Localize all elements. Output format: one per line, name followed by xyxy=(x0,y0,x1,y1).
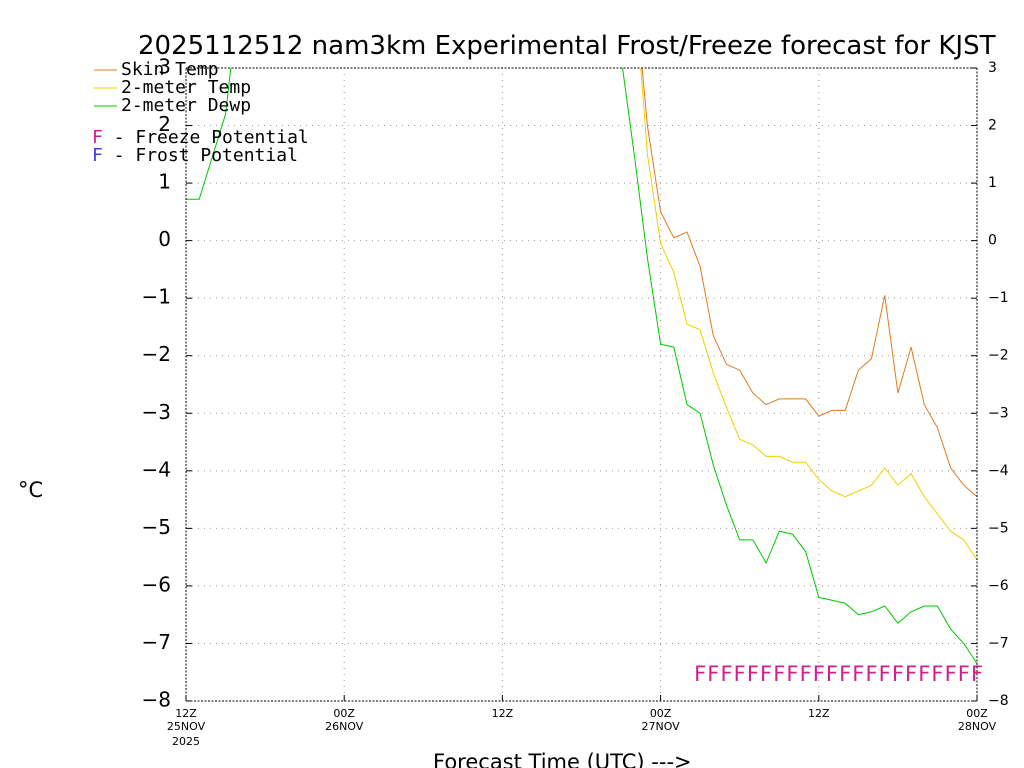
freeze-potential-mark: F xyxy=(720,662,732,686)
y-tick-label-left: −8 xyxy=(142,688,171,712)
y-tick-label-right: −3 xyxy=(988,405,1009,421)
y-tick-label-left: −2 xyxy=(142,342,171,366)
plot-frame xyxy=(185,67,978,702)
freeze-potential-mark: F xyxy=(839,662,851,686)
y-tick-label-right: −1 xyxy=(988,290,1009,306)
y-tick-label-right: −7 xyxy=(988,635,1009,651)
freeze-potential-mark: F xyxy=(773,662,785,686)
y-tick-label-right: −5 xyxy=(988,520,1009,536)
freeze-potential-mark: F xyxy=(707,662,719,686)
potential-marker: F xyxy=(92,127,103,148)
y-tick-label-left: 0 xyxy=(158,227,171,251)
x-tick-label-hour: 12Z xyxy=(492,707,514,720)
freeze-potential-mark: F xyxy=(945,662,957,686)
x-tick-label-hour: 00Z xyxy=(333,707,355,720)
x-axis-label: Forecast Time (UTC) ---> xyxy=(433,750,692,768)
freeze-potential-mark: F xyxy=(958,662,970,686)
legend-label: Skin Temp xyxy=(121,59,219,80)
freeze-potential-mark: F xyxy=(826,662,838,686)
y-tick-label-left: 3 xyxy=(158,55,171,79)
y-tick-label-left: −6 xyxy=(142,572,171,596)
series-2-meter-dewp-line xyxy=(186,68,977,664)
freeze-potential-mark: F xyxy=(747,662,759,686)
potential-label: - Frost Potential xyxy=(103,145,298,166)
potential-legend-item: F - Frost Potential xyxy=(92,145,298,166)
freeze-potential-mark: F xyxy=(800,662,812,686)
potential-marker: F xyxy=(92,145,103,166)
y-tick-label-right: 1 xyxy=(988,175,997,191)
y-tick-label-right: 3 xyxy=(988,60,997,76)
x-tick-label-date: 27NOV xyxy=(641,720,680,733)
freeze-potential-mark: F xyxy=(918,662,930,686)
y-tick-label-right: 0 xyxy=(988,233,997,249)
freeze-potential-mark: F xyxy=(865,662,877,686)
freeze-potential-mark: F xyxy=(879,662,891,686)
y-tick-label-left: 1 xyxy=(158,170,171,194)
freeze-potential-mark: F xyxy=(734,662,746,686)
x-tick-label-year: 2025 xyxy=(172,735,200,748)
y-axis-label: °C xyxy=(18,478,43,502)
x-tick-label-hour: 12Z xyxy=(175,707,197,720)
y-tick-label-right: −6 xyxy=(988,578,1009,594)
potential-legend-item: F - Freeze Potential xyxy=(92,127,309,148)
freeze-potential-mark: F xyxy=(760,662,772,686)
x-tick-label-hour: 12Z xyxy=(808,707,830,720)
y-tick-label-right: 2 xyxy=(988,118,997,134)
freeze-potential-mark: F xyxy=(694,662,706,686)
y-tick-label-right: −4 xyxy=(988,463,1009,479)
y-tick-label-left: −3 xyxy=(142,400,171,424)
freeze-potential-mark: F xyxy=(892,662,904,686)
y-tick-label-right: −8 xyxy=(988,693,1009,709)
x-tick-label-date: 25NOV xyxy=(167,720,206,733)
x-tick-label-date: 28NOV xyxy=(958,720,997,733)
x-tick-label-hour: 00Z xyxy=(966,707,988,720)
x-tick-label-hour: 00Z xyxy=(650,707,672,720)
x-tick-label-date: 26NOV xyxy=(325,720,364,733)
freeze-potential-mark: F xyxy=(813,662,825,686)
y-tick-label-left: −5 xyxy=(142,515,171,539)
y-tick-label-left: −4 xyxy=(142,457,171,481)
freeze-potential-mark: F xyxy=(905,662,917,686)
series-2-meter-temp-line xyxy=(640,68,977,561)
freeze-potential-mark: F xyxy=(931,662,943,686)
y-tick-label-left: −7 xyxy=(142,630,171,654)
chart-title: 2025112512 nam3km Experimental Frost/Fre… xyxy=(138,31,996,61)
freeze-potential-mark: F xyxy=(786,662,798,686)
y-tick-label-left: −1 xyxy=(142,285,171,309)
freeze-potential-mark: F xyxy=(852,662,864,686)
y-tick-label-right: −2 xyxy=(988,348,1009,364)
series-skin-temp-line xyxy=(641,68,977,498)
y-tick-label-left: 2 xyxy=(158,112,171,136)
potential-label: - Freeze Potential xyxy=(103,127,309,148)
